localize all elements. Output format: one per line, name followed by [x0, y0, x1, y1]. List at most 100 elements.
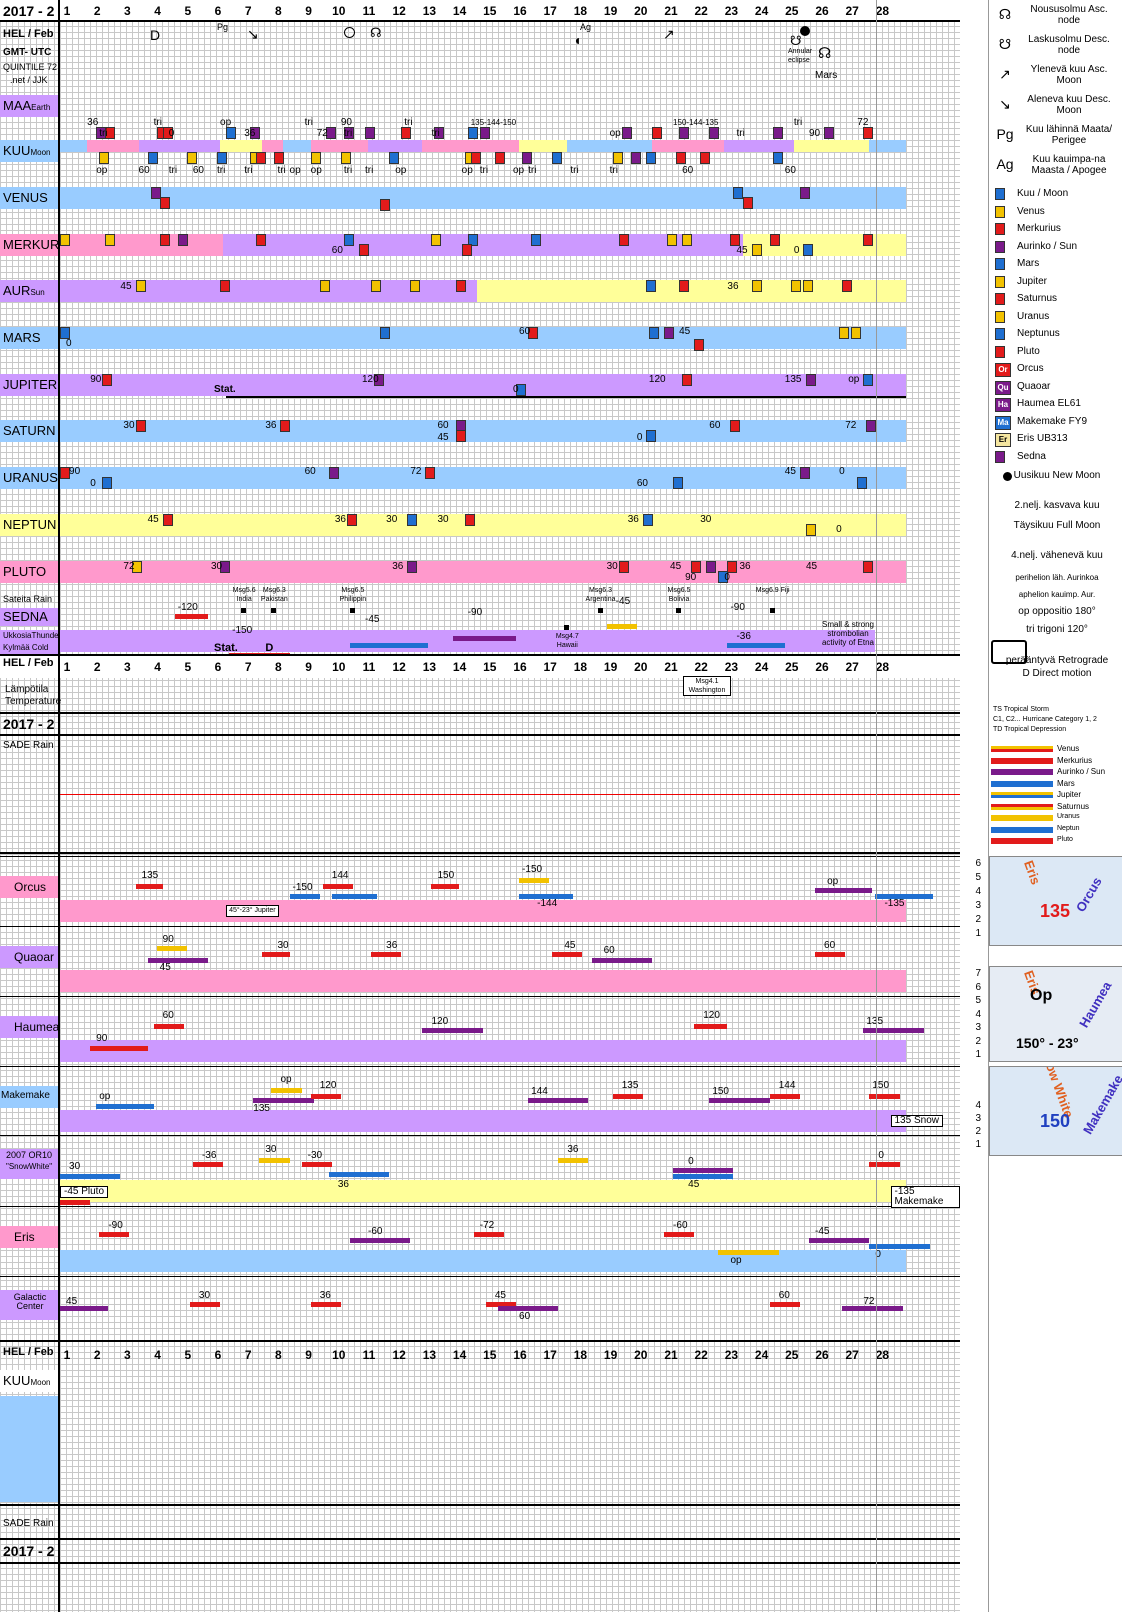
day-number: 19: [603, 1348, 618, 1362]
kuu-segment: [724, 140, 794, 152]
day-number: 22: [694, 4, 708, 18]
dwarf-aspect-bar: [328, 1172, 390, 1177]
mini-graph-value: Op: [1030, 987, 1053, 1004]
quake-washington: Msg4.1 Washington: [683, 676, 731, 696]
dwarf-aspect-bar: [815, 888, 873, 893]
moon-aspect-square: [256, 152, 267, 164]
row-label-haumea: Haumea: [14, 1020, 60, 1034]
desc-moon-arrow-icon: ↘: [247, 26, 259, 42]
makemake-band: [60, 1110, 906, 1132]
pluto-aspect-label: 45: [670, 561, 682, 572]
moon-aspect-square: [824, 127, 835, 139]
quake-marker: [564, 625, 570, 630]
planet-aspect-square: [645, 430, 656, 442]
mini-graph-scale: 1: [975, 928, 981, 939]
day-number: 4: [154, 4, 161, 18]
legend-planet-name: Neptunus: [1017, 328, 1060, 339]
perigee-mark: Pg: [217, 22, 229, 32]
day-number: 2: [93, 4, 101, 18]
makemake-aspect-label: 120: [319, 1080, 337, 1091]
eris-aspect-label: -60: [368, 1226, 383, 1237]
legend-line-swatch: [991, 772, 1053, 775]
row-label-makemake-box: [0, 1086, 58, 1108]
orcus-aspect-label: op: [827, 876, 839, 887]
moon-top-label: 72: [857, 117, 869, 128]
makemake-aspect-label: 150: [712, 1086, 729, 1097]
moon-aspect-square: [863, 127, 874, 139]
makemake-aspect-label: op: [280, 1074, 292, 1085]
moon-aspect-square: [621, 127, 632, 139]
astro-chart-sheet: 2017 - 2 1 2 3 4 5 6 7 8 9 10 11 12 13 14 15 16 17 18 19 20…: [0, 0, 960, 1612]
galactic-separator: [0, 1276, 960, 1277]
moon-aspect-square: [99, 152, 110, 164]
neptun-aspect-label: 36: [627, 514, 639, 525]
mars-aspect-label: 0: [66, 338, 72, 349]
sedna-aspect-label: -150: [232, 625, 253, 636]
row-label-orcus-box: [0, 876, 58, 898]
sedna-aspect-label: -90: [467, 607, 483, 618]
galactic-aspect-label: 72: [863, 1296, 875, 1307]
makemake-aspect-label: 144: [778, 1080, 796, 1091]
dwarf-aspect-bar: [558, 1158, 589, 1163]
saturn-aspect-label: 72: [845, 420, 857, 431]
pluto-aspect-label: 90: [685, 572, 697, 583]
quake-label: Msg6.3 Pakistan: [260, 587, 288, 603]
moon-aspect-square: [401, 127, 412, 139]
saturn-aspect-label: 30: [123, 420, 135, 431]
planet-aspect-square: [730, 420, 741, 432]
sedna-aspect-label: Stat.: [214, 642, 238, 654]
planet-aspect-square: [374, 374, 385, 386]
moon-aspect-square: [772, 127, 783, 139]
uranus-aspect-label: 0: [839, 466, 845, 477]
quake-label: Msg6.9 Fiji: [755, 587, 790, 594]
asc-node-icon: ☊: [370, 25, 382, 40]
legend-line-name: Merkurius: [1057, 755, 1093, 765]
day-number: 6: [214, 4, 222, 18]
quaoar-separator: [0, 926, 960, 927]
legend-swatch: Or: [995, 363, 1011, 377]
or10-aspect-label: 45: [688, 1179, 700, 1190]
day-number: 7: [244, 660, 252, 674]
legend-phase: 4.nelj. vähenevä kuu: [1011, 550, 1103, 561]
dwarf-aspect-bar: [612, 1094, 643, 1099]
day-number: 21: [664, 660, 678, 674]
planet-aspect-square: [694, 339, 705, 351]
orcus-aspect-label: -144: [537, 898, 558, 909]
uranus-aspect-label: 60: [304, 466, 316, 477]
planet-aspect-square: [679, 280, 690, 292]
dwarf-aspect-bar: [135, 884, 163, 889]
mini-graph-scale: 7: [975, 968, 981, 979]
day-number: 18: [573, 4, 588, 18]
dwarf-aspect-bar: [673, 1168, 734, 1173]
day-number: 5: [184, 1348, 192, 1362]
mini-graph-scale: 4: [975, 1008, 981, 1020]
mini-graph-scale: 4: [975, 886, 981, 897]
neptun-aspect-label: 0: [836, 524, 842, 535]
mini-graph-scale: 1: [975, 1139, 981, 1150]
sedna-aspect-bar: [606, 624, 637, 629]
legend-planet-name: Aurinko / Sun: [1017, 240, 1078, 252]
makemake-aspect-label: 135: [253, 1103, 270, 1114]
kuu-segment: [368, 140, 423, 152]
merkur-band-b: [223, 234, 743, 256]
new-moon-legend-icon: [1003, 472, 1012, 481]
moon-bottom-label: 60: [192, 165, 204, 176]
orcus-separator: [0, 856, 960, 857]
row-label-eris: Eris: [14, 1230, 35, 1244]
day-number: 14: [452, 4, 467, 18]
planet-aspect-square: [102, 374, 113, 386]
moon-aspect-square: [700, 152, 711, 164]
kuu-segment: [262, 140, 284, 152]
legend-misc: D Direct motion: [1022, 668, 1092, 679]
day-number: 28: [875, 1348, 890, 1362]
day-number: 20: [634, 4, 648, 18]
day-number: 1: [63, 1348, 71, 1362]
planet-aspect-square: [863, 374, 874, 386]
mini-graph-scale: 2: [975, 1035, 981, 1047]
jupiter-aspect-label: Stat.: [214, 384, 236, 395]
moon-aspect-square: [470, 152, 481, 164]
dwarf-aspect-bar: [310, 1094, 341, 1099]
dwarf-aspect-bar: [842, 1306, 903, 1311]
mini-graph-scale: 2: [975, 914, 981, 925]
planet-aspect-square: [727, 561, 738, 573]
